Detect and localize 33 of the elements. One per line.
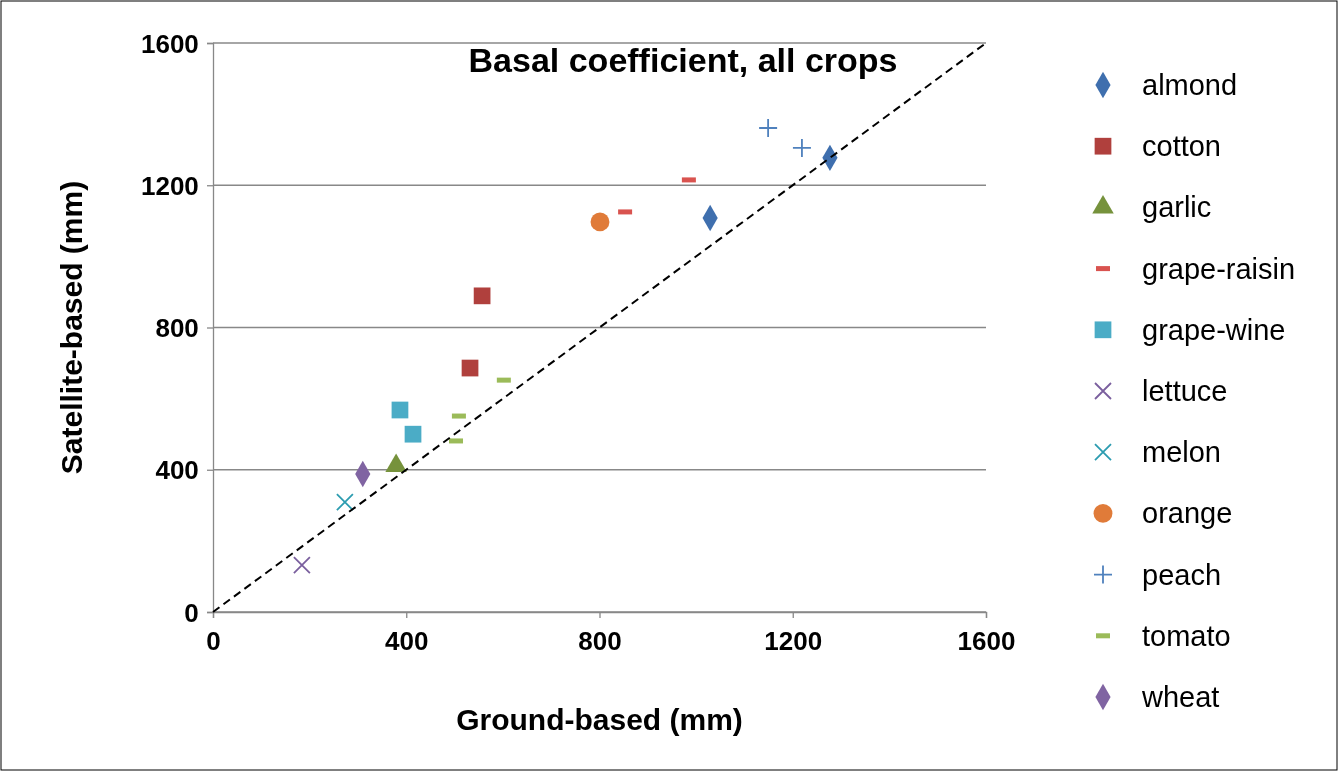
point: [792, 138, 812, 158]
x-tick-label: 400: [385, 625, 429, 656]
point: [758, 118, 779, 138]
legend-label: garlic: [1142, 191, 1212, 224]
legend-label: wheat: [1141, 681, 1220, 713]
legend-label: grape-wine: [1142, 313, 1286, 346]
x-tick-label: 0: [206, 625, 221, 656]
legend-label: almond: [1142, 69, 1238, 101]
y-tick-label: 1600: [140, 28, 199, 59]
y-axis-title: Satellite-based (mm): [55, 180, 88, 475]
legend-label: grape-raisin: [1142, 252, 1296, 285]
y-tick-label: 400: [155, 455, 199, 486]
legend-label: tomato: [1142, 619, 1231, 652]
x-axis-title: Ground-based (mm): [456, 703, 743, 736]
point: [461, 359, 479, 377]
x-tick-label: 1200: [764, 625, 823, 656]
legend-label: melon: [1142, 436, 1221, 469]
point: [590, 212, 610, 232]
x-tick-label: 1600: [957, 625, 1016, 656]
y-tick-label: 0: [184, 597, 199, 628]
legend-label: lettuce: [1142, 375, 1228, 407]
legend-label: cotton: [1142, 130, 1221, 163]
legend-label: peach: [1142, 558, 1222, 591]
x-tick-label: 800: [578, 625, 622, 656]
point: [335, 493, 354, 512]
chart-title: Basal coefficient, all crops: [468, 41, 898, 79]
legend-label: orange: [1142, 497, 1233, 530]
point: [473, 287, 491, 305]
point: [292, 556, 311, 574]
point: [404, 425, 422, 443]
point: [391, 401, 409, 419]
y-tick-label: 800: [155, 313, 199, 344]
y-tick-label: 1200: [140, 170, 199, 201]
